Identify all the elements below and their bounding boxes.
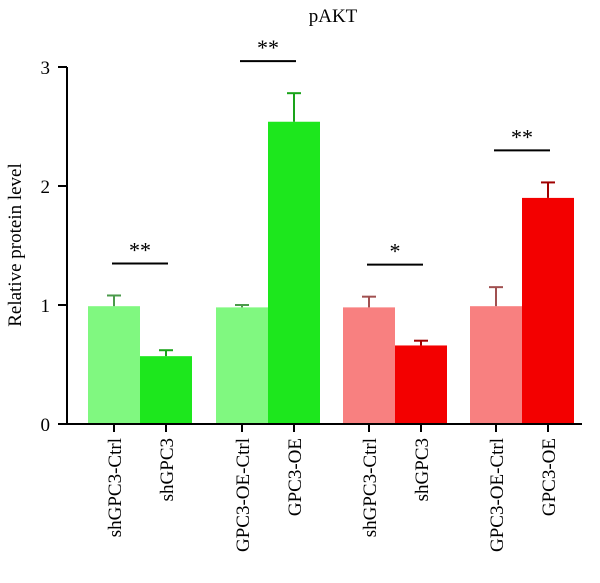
y-axis-label: Relative protein level xyxy=(5,163,26,327)
bar-2 xyxy=(140,356,192,424)
y-tick-label-0: 0 xyxy=(41,415,51,436)
bar-7 xyxy=(470,306,522,424)
bar-5 xyxy=(343,307,395,424)
error-bars-group xyxy=(107,92,555,357)
x-tick-label-6: shGPC3 xyxy=(412,438,433,501)
significance-label-3: * xyxy=(390,239,401,264)
x-tick-label-8: GPC3-OE xyxy=(539,438,560,516)
x-tick-label-4: GPC3-OE xyxy=(285,438,306,516)
bar-1 xyxy=(88,306,140,424)
bar-8 xyxy=(522,197,574,424)
x-tick-label-7: GPC3-OE-Ctrl xyxy=(487,438,508,552)
chart-title: pAKT xyxy=(309,6,358,27)
significance-label-4: ** xyxy=(511,124,533,149)
y-tick-label-1: 1 xyxy=(41,296,51,317)
bar-4 xyxy=(268,121,320,425)
significance-label-2: ** xyxy=(257,35,279,60)
x-tick-label-1: shGPC3-Ctrl xyxy=(105,438,126,537)
bar-6 xyxy=(395,345,447,424)
bar-3 xyxy=(216,307,268,424)
x-tick-label-2: shGPC3 xyxy=(157,438,178,501)
x-labels-group: shGPC3-Ctrl shGPC3 GPC3-OE-Ctrl GPC3-OE shGP… xyxy=(105,424,560,552)
bars-group xyxy=(88,121,574,425)
x-tick-label-3: GPC3-OE-Ctrl xyxy=(233,438,254,552)
significance-group: ******* xyxy=(112,35,550,266)
significance-label-1: ** xyxy=(129,237,151,262)
x-tick-label-5: shGPC3-Ctrl xyxy=(360,438,381,537)
y-ticks-group: 0 1 2 3 xyxy=(41,58,67,436)
y-tick-label-3: 3 xyxy=(41,58,51,79)
y-tick-label-2: 2 xyxy=(41,177,51,198)
